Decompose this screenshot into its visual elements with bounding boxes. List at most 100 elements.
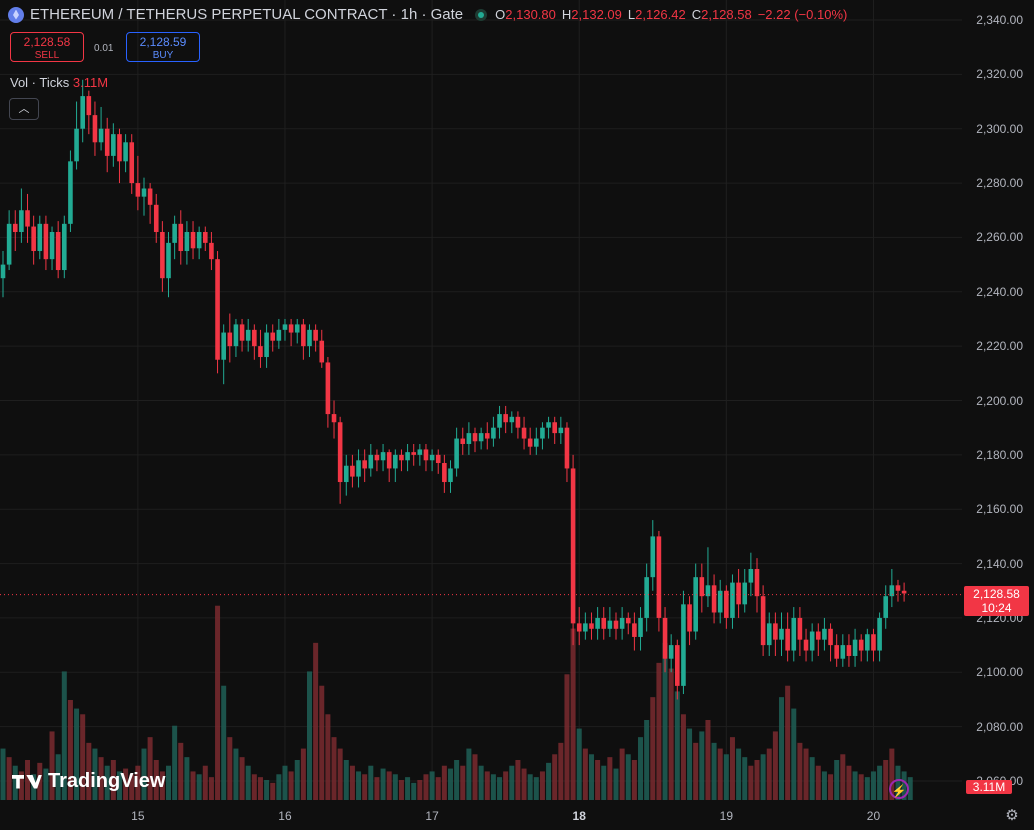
volume-bar bbox=[110, 760, 116, 800]
candle-body bbox=[809, 631, 815, 651]
candle-body bbox=[619, 617, 625, 629]
candle-body bbox=[380, 452, 386, 461]
candle-body bbox=[37, 223, 43, 252]
volume-bar bbox=[307, 671, 312, 800]
candle-body bbox=[558, 427, 564, 434]
volume-bar bbox=[423, 774, 429, 800]
volume-bar bbox=[153, 760, 159, 800]
tradingview-logo[interactable]: TradingView bbox=[12, 770, 165, 793]
volume-bar bbox=[392, 774, 398, 800]
live-status-icon bbox=[475, 8, 488, 21]
tradingview-logo-icon bbox=[12, 773, 42, 791]
volume-bar bbox=[466, 748, 472, 800]
volume-bar bbox=[264, 780, 270, 800]
volume-bar bbox=[546, 762, 552, 800]
volume-bar bbox=[772, 731, 778, 800]
volume-bar bbox=[184, 757, 190, 800]
volume-bar bbox=[0, 748, 6, 800]
time-tick-label: 18 bbox=[572, 809, 586, 823]
volume-bar bbox=[55, 754, 61, 800]
price-tick-label: 2,260.00 bbox=[976, 230, 1023, 245]
candle-body bbox=[123, 142, 128, 162]
candle-body bbox=[135, 183, 141, 197]
volume-bar bbox=[454, 760, 460, 800]
sell-button[interactable]: 2,128.58 SELL bbox=[10, 32, 84, 62]
volume-bar bbox=[490, 774, 496, 800]
candle-body bbox=[822, 628, 827, 640]
candle-body bbox=[865, 634, 870, 651]
volume-bar bbox=[447, 768, 453, 800]
candle-body bbox=[86, 96, 92, 116]
candle-body bbox=[190, 231, 196, 249]
volume-bar bbox=[711, 742, 717, 800]
volume-bar bbox=[638, 737, 644, 800]
candle-body bbox=[245, 329, 251, 341]
volume-bar bbox=[67, 700, 73, 800]
candle-body bbox=[534, 438, 539, 447]
volume-bar bbox=[374, 777, 380, 800]
volume-bar bbox=[729, 737, 735, 800]
price-tick-label: 2,340.00 bbox=[976, 13, 1023, 27]
candle-body bbox=[693, 577, 698, 632]
candle-body bbox=[760, 596, 766, 646]
ethereum-icon bbox=[8, 6, 24, 23]
candle-body bbox=[472, 433, 478, 442]
candle-body bbox=[337, 422, 343, 483]
candle-body bbox=[650, 536, 656, 578]
candle-body bbox=[435, 454, 441, 464]
volume-bar bbox=[656, 662, 662, 800]
volume-bar bbox=[674, 691, 680, 800]
volume-bar bbox=[870, 771, 876, 800]
buy-button[interactable]: 2,128.59 BUY bbox=[126, 32, 200, 62]
volume-bar bbox=[74, 708, 80, 800]
candle-body bbox=[319, 340, 325, 363]
candle-body bbox=[877, 617, 882, 651]
volume-bar bbox=[509, 765, 515, 800]
candle-body bbox=[43, 223, 49, 260]
symbol-title[interactable]: ETHEREUM / TETHERUS PERPETUAL CONTRACT ·… bbox=[30, 6, 464, 23]
candle-body bbox=[104, 128, 110, 156]
volume-bar bbox=[539, 771, 545, 800]
candle-body bbox=[178, 223, 184, 252]
volume-bar bbox=[202, 765, 208, 800]
candle-body bbox=[791, 617, 797, 651]
candle-body bbox=[736, 582, 741, 605]
volume-bar bbox=[779, 697, 785, 800]
candle-body bbox=[386, 452, 392, 469]
candle-body bbox=[0, 264, 6, 279]
last-price-tag: 2,128.58 10:24 bbox=[964, 586, 1029, 616]
volume-bar bbox=[821, 771, 827, 800]
candle-body bbox=[350, 465, 355, 477]
candle-body bbox=[368, 454, 374, 469]
volume-bar bbox=[588, 754, 594, 800]
candle-body bbox=[638, 617, 643, 637]
volume-bar bbox=[239, 757, 245, 800]
price-change: −2.22 (−0.10%) bbox=[757, 7, 848, 22]
lightning-icon[interactable]: ⚡ bbox=[889, 779, 909, 799]
volume-bar bbox=[80, 714, 86, 800]
gear-icon[interactable]: ⚙ bbox=[1005, 807, 1019, 824]
candle-body bbox=[632, 623, 637, 637]
volume-bar bbox=[460, 765, 466, 800]
collapse-legend-button[interactable]: ︿ bbox=[9, 98, 39, 120]
volume-bar bbox=[123, 768, 129, 800]
candle-body bbox=[521, 427, 527, 439]
volume-bar bbox=[564, 674, 570, 800]
spread-value: 0.01 bbox=[94, 43, 114, 54]
volume-bar bbox=[601, 765, 607, 800]
price-tick-label: 2,280.00 bbox=[976, 176, 1023, 191]
volume-bar bbox=[607, 757, 613, 800]
volume-bar bbox=[497, 777, 503, 800]
candle-body bbox=[331, 414, 337, 423]
volume-bar bbox=[760, 754, 766, 800]
volume-bar bbox=[748, 765, 754, 800]
price-tick-label: 2,320.00 bbox=[976, 67, 1023, 82]
volume-bar bbox=[233, 748, 239, 800]
candle-body bbox=[748, 569, 754, 583]
volume-bar bbox=[208, 777, 214, 800]
volume-bar bbox=[349, 765, 355, 800]
candle-body bbox=[742, 582, 748, 605]
candle-body bbox=[55, 231, 61, 271]
volume-bar bbox=[619, 748, 625, 800]
